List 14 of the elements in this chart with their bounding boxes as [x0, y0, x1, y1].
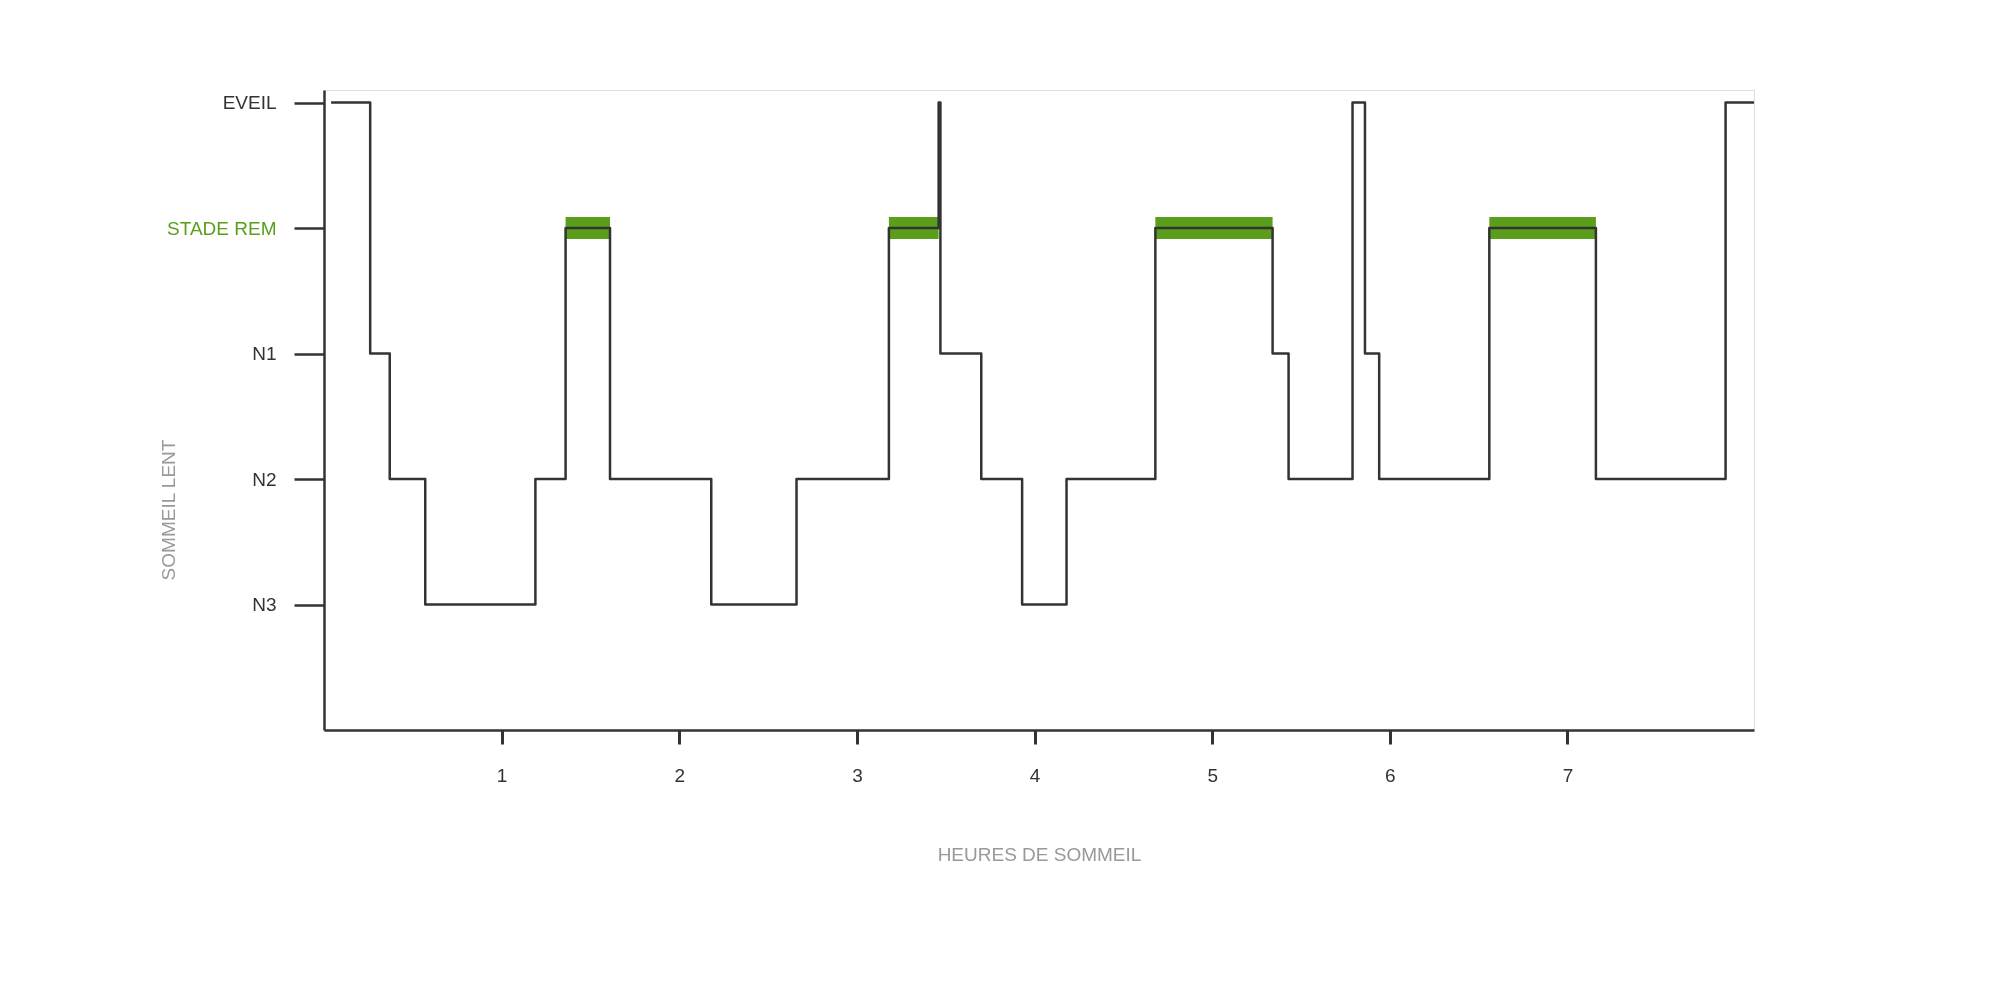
category-label: N1	[252, 343, 277, 365]
x-axis-title: HEURES DE SOMMEIL	[937, 843, 1142, 865]
category-label: N3	[252, 594, 277, 616]
x-tick-label: 5	[1207, 764, 1218, 786]
category-label: STADE REM	[167, 217, 277, 239]
x-tick-label: 3	[852, 764, 863, 786]
x-tick-label: 7	[1562, 764, 1574, 786]
x-tick-label: 2	[674, 764, 686, 786]
x-tick-label: 1	[496, 764, 508, 786]
category-label: EVEIL	[222, 92, 277, 114]
x-tick-label: 6	[1385, 764, 1396, 786]
x-tick-label: 4	[1029, 764, 1041, 786]
text: SOMMEIL LENT	[158, 439, 179, 581]
category-label: N2	[252, 468, 277, 490]
